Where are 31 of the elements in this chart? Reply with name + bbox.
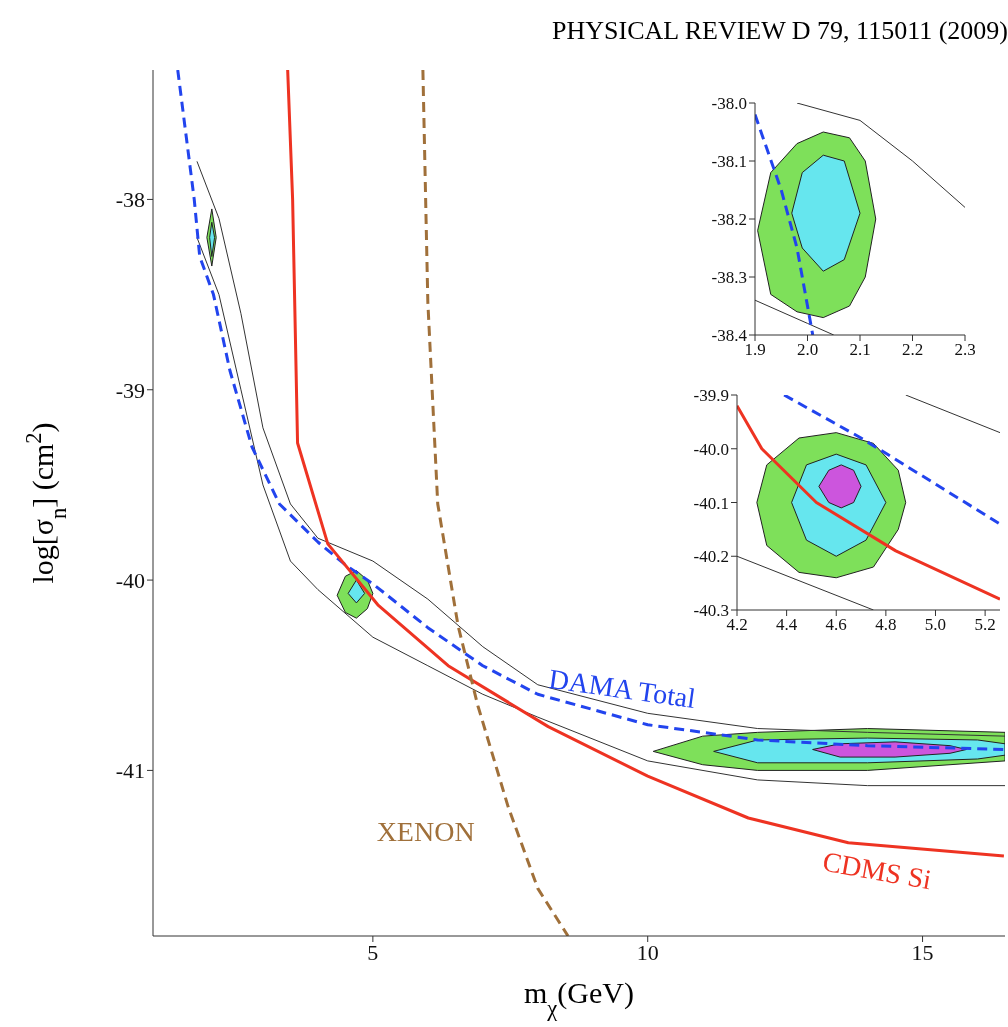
y-tick-label: -40.3 bbox=[693, 601, 729, 621]
y-tick-label: -40 bbox=[115, 567, 145, 593]
x-tick-label: 2.1 bbox=[849, 340, 871, 360]
x-tick-label: 4.4 bbox=[776, 615, 798, 635]
x-tick-label: 2.2 bbox=[901, 340, 924, 360]
y-tick-label: -40.0 bbox=[693, 439, 729, 459]
x-tick-label: 10 bbox=[636, 939, 659, 965]
y-tick-label: -40.1 bbox=[693, 493, 729, 513]
x-tick-label: 4.2 bbox=[726, 615, 748, 635]
text: CDMS Si bbox=[820, 845, 934, 897]
y-tick-label: -40.2 bbox=[693, 547, 729, 567]
x-tick-label: 4.8 bbox=[875, 615, 897, 635]
chart-title: PHYSICAL REVIEW D 79, 115011 (2009) bbox=[552, 16, 1008, 46]
x-axis-title: m$_{χ}$(GeV) bbox=[524, 976, 634, 1021]
y-tick-label: -38.1 bbox=[711, 152, 747, 172]
y-tick-label: -38.0 bbox=[711, 94, 747, 114]
y-tick-label: -39 bbox=[115, 377, 145, 403]
y-tick-label: -38.3 bbox=[711, 268, 747, 288]
x-tick-label: 2.0 bbox=[796, 340, 819, 360]
y-tick-label: -38.2 bbox=[711, 210, 747, 230]
x-tick-label: 2.3 bbox=[954, 340, 976, 360]
series-label: XENON bbox=[376, 816, 475, 849]
y-tick-label: -39.9 bbox=[693, 386, 729, 406]
x-tick-label: 15 bbox=[911, 939, 934, 965]
x-tick-label: 4.6 bbox=[825, 615, 847, 635]
x-tick-label: 5.0 bbox=[924, 615, 947, 635]
text: DAMA Total bbox=[546, 663, 697, 716]
x-tick-label: 5 bbox=[367, 939, 379, 965]
x-tick-label: 5.2 bbox=[974, 615, 996, 635]
y-tick-label: -38 bbox=[115, 187, 145, 213]
y-tick-label: -41 bbox=[115, 758, 145, 784]
